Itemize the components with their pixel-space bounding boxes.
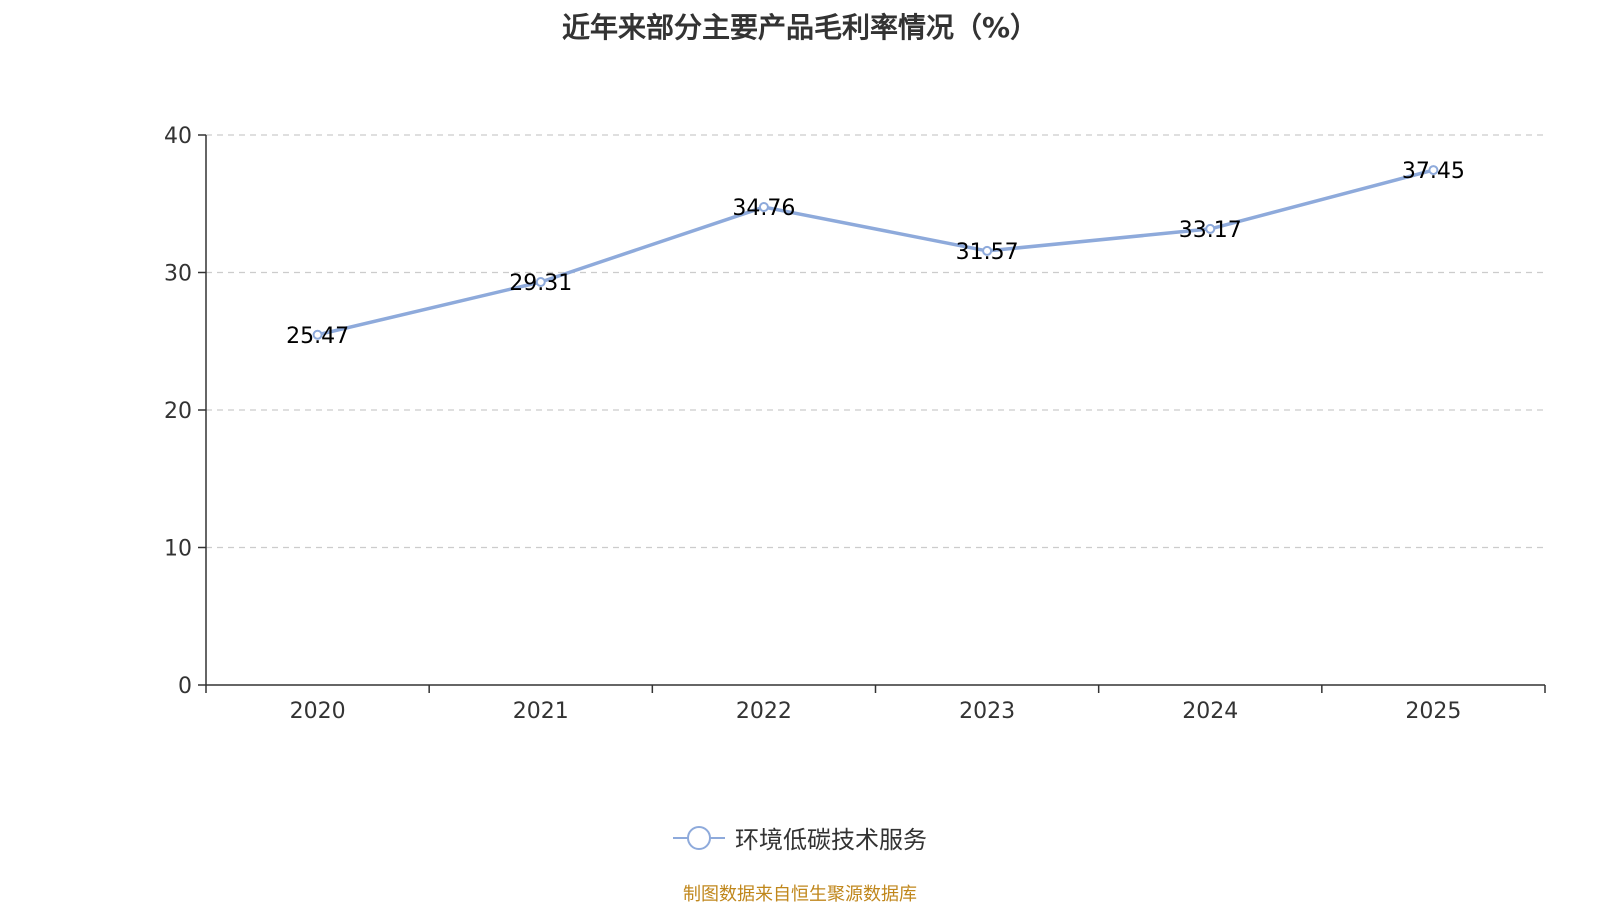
legend-label-series: 环境低碳技术服务 xyxy=(735,826,927,854)
chart-title: 近年来部分主要产品毛利率情况（%） xyxy=(561,11,1039,44)
series-line xyxy=(315,168,1436,337)
x-tick-label: 2022 xyxy=(736,699,792,724)
x-tick-label: 2021 xyxy=(513,699,569,724)
x-tick-label: 2024 xyxy=(1182,699,1238,724)
x-tick-label: 2025 xyxy=(1405,699,1461,724)
y-tick-label: 20 xyxy=(164,399,192,424)
axes: 0 10 20 30 40 2020 2021 2022 2023 2024 2025 xyxy=(164,124,1546,724)
y-tick-label: 40 xyxy=(164,124,192,149)
y-tick-label: 10 xyxy=(164,537,192,562)
data-point xyxy=(982,245,993,256)
gridlines xyxy=(206,134,1545,549)
data-point xyxy=(535,276,546,287)
data-label: 31.57 xyxy=(956,240,1019,265)
data-labels: 25.47 29.31 34.76 31.57 33.17 37.45 xyxy=(286,159,1465,349)
data-point xyxy=(312,329,323,340)
y-tick-label: 30 xyxy=(164,262,192,287)
source-note: 制图数据来自恒生聚源数据库 xyxy=(683,884,917,905)
data-point xyxy=(758,202,769,213)
data-label: 25.47 xyxy=(286,324,349,349)
legend[interactable]: 环境低碳技术服务 xyxy=(0,820,1600,855)
data-label: 33.17 xyxy=(1179,218,1242,243)
y-tick-label: 0 xyxy=(178,674,192,699)
data-point xyxy=(1205,223,1216,234)
legend-line-circle-icon xyxy=(673,825,725,850)
data-label: 34.76 xyxy=(732,196,795,221)
data-label: 29.31 xyxy=(509,271,572,296)
data-label: 37.45 xyxy=(1402,159,1465,184)
x-tick-label: 2020 xyxy=(290,699,346,724)
x-tick-label: 2023 xyxy=(959,699,1015,724)
data-point xyxy=(1428,165,1439,176)
series-layer xyxy=(312,165,1439,340)
